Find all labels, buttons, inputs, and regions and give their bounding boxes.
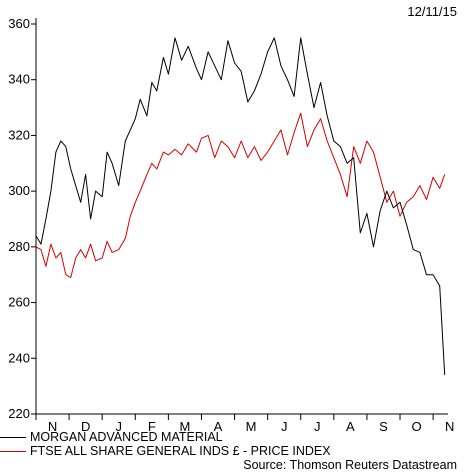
legend-label-ftse: FTSE ALL SHARE GENERAL INDS £ - PRICE IN… xyxy=(30,444,331,458)
x-tick-label: M xyxy=(179,419,190,434)
x-tick-label: D xyxy=(81,419,90,434)
x-tick-label: A xyxy=(214,419,223,434)
y-tick-label: 220 xyxy=(8,406,30,421)
y-tick-label: 360 xyxy=(8,16,30,31)
series-lines xyxy=(35,37,446,376)
chart-axes xyxy=(35,18,448,415)
x-tick-label: N xyxy=(445,419,454,434)
series-line-morgan xyxy=(35,37,446,376)
legend-label-morgan: MORGAN ADVANCED MATERIAL xyxy=(30,430,223,444)
y-tick-label: 320 xyxy=(8,127,30,142)
legend-swatch-morgan xyxy=(0,437,26,439)
x-tick-label: S xyxy=(379,419,388,434)
legend-swatch-ftse xyxy=(0,451,26,453)
x-tick-label: A xyxy=(346,419,355,434)
x-tick-label: J xyxy=(115,419,122,434)
chart-date: 12/11/15 xyxy=(407,4,457,19)
y-tick-label: 240 xyxy=(8,350,30,365)
series-line-ftse xyxy=(35,112,446,278)
y-tick-label: 340 xyxy=(8,72,30,87)
y-tick-label: 260 xyxy=(8,295,30,310)
x-tick-label: F xyxy=(148,419,156,434)
x-tick-label: O xyxy=(411,419,421,434)
legend-item-ftse: FTSE ALL SHARE GENERAL INDS £ - PRICE IN… xyxy=(0,444,331,458)
y-tick-label: 300 xyxy=(8,183,30,198)
y-tick-label: 280 xyxy=(8,239,30,254)
x-tick-label: J xyxy=(314,419,321,434)
x-tick-label: J xyxy=(281,419,288,434)
x-tick-label: M xyxy=(246,419,257,434)
x-tick-label: N xyxy=(48,419,57,434)
legend-item-morgan: MORGAN ADVANCED MATERIAL xyxy=(0,430,223,444)
source-note: Source: Thomson Reuters Datastream xyxy=(243,458,457,472)
y-axis-ticks: 220 240 260 280 300 320 340 360 xyxy=(8,16,36,421)
